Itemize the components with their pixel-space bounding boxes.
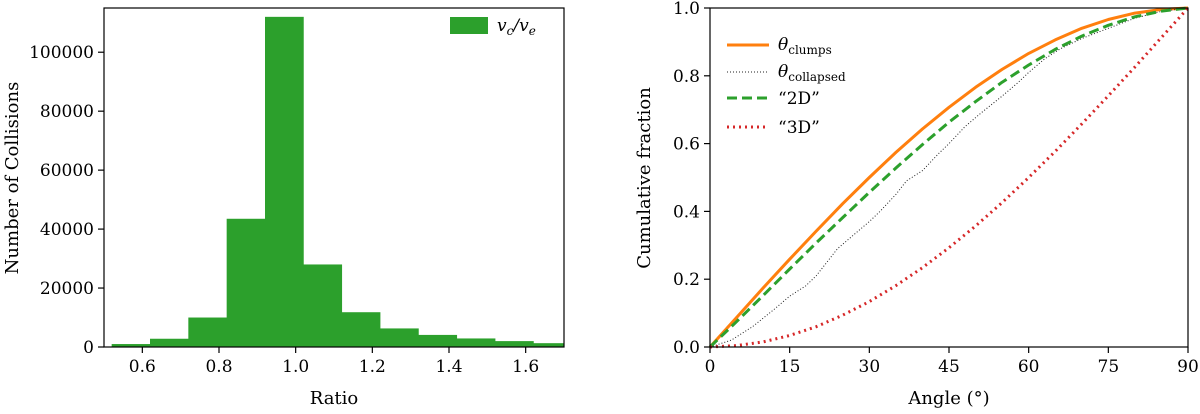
- y-tick-label: 0.0: [673, 338, 700, 358]
- series-line-2: [708, 6, 1189, 349]
- x-tick-label: 30: [859, 357, 881, 377]
- y-tick-label: 0: [83, 338, 94, 358]
- x-tick-label: 1.6: [512, 357, 539, 377]
- series-line-3: [709, 6, 1190, 349]
- histogram-bar: [111, 344, 151, 347]
- x-tick-label: 0.8: [205, 357, 232, 377]
- y-tick-label: 80000: [40, 102, 94, 122]
- histogram-panel: 0.6 0.8 1.0 1.2 1.4 1.6 0 20000 40000 60000 80000…: [2, 7, 565, 409]
- histogram-bar: [456, 338, 496, 347]
- cumulative-y-axis-label: Cumulative fraction: [634, 87, 655, 269]
- x-tick-label: 0: [705, 357, 716, 377]
- histogram-bar: [341, 312, 381, 347]
- cumulative-y-ticks: 0.0 0.2 0.4 0.6 0.8 1.0: [673, 0, 710, 358]
- cumulative-x-axis-label: Angle (°): [907, 388, 989, 409]
- x-tick-label: 1.4: [435, 357, 462, 377]
- legend-label-collapsed: θcollapsed: [778, 62, 846, 84]
- y-tick-label: 60000: [40, 161, 94, 181]
- y-tick-label: 0.2: [673, 270, 700, 290]
- histogram-bar: [188, 317, 228, 347]
- y-tick-label: 20000: [40, 279, 94, 299]
- y-tick-label: 40000: [40, 220, 94, 240]
- series-line-1: [709, 7, 1189, 348]
- histogram-y-axis-label: Number of Collisions: [2, 82, 23, 275]
- x-tick-label: 60: [1018, 357, 1040, 377]
- legend-label-2d: “2D”: [778, 89, 820, 109]
- legend-label-3d: “3D”: [778, 118, 820, 138]
- histogram-bar: [226, 218, 266, 347]
- x-tick-label: 90: [1177, 357, 1199, 377]
- legend-label-clumps: θclumps: [778, 35, 832, 57]
- legend-label-vc-ve: vc/ve: [497, 16, 536, 38]
- x-tick-label: 1.0: [282, 357, 309, 377]
- cumulative-legend: θclumps θcollapsed “2D” “3D”: [727, 35, 846, 138]
- x-tick-label: 0.6: [129, 357, 156, 377]
- histogram-bar: [495, 341, 534, 347]
- y-tick-label: 1.0: [673, 0, 700, 19]
- histogram-bars: [111, 16, 565, 348]
- cumulative-panel: 0 15 30 45 60 75 90 0.0 0.2 0.4 0.6 0.8 1.0 Angle (…: [634, 0, 1199, 409]
- legend-swatch-vc-ve: [450, 17, 488, 34]
- histogram-x-axis-label: Ratio: [310, 388, 359, 409]
- y-tick-label: 0.6: [673, 135, 700, 155]
- histogram-bar: [533, 343, 565, 347]
- histogram-bar: [418, 334, 458, 347]
- y-tick-label: 0.4: [673, 202, 700, 222]
- x-tick-label: 1.2: [359, 357, 386, 377]
- y-tick-label: 0.8: [673, 67, 700, 87]
- cumulative-x-ticks: 0 15 30 45 60 75 90: [705, 347, 1199, 377]
- histogram-x-ticks: 0.6 0.8 1.0 1.2 1.4 1.6: [129, 347, 539, 377]
- cumulative-axes-frame: [709, 7, 1189, 348]
- series-line-0: [708, 6, 1189, 349]
- histogram-bar: [303, 264, 343, 347]
- x-tick-label: 15: [779, 357, 801, 377]
- histogram-y-ticks: 0 20000 40000 60000 80000 100000: [29, 43, 104, 358]
- histogram-bar: [150, 338, 189, 347]
- histogram-axes-frame: [103, 7, 565, 348]
- histogram-bar: [380, 328, 419, 347]
- cumulative-lines: [708, 6, 1190, 349]
- x-tick-label: 75: [1098, 357, 1120, 377]
- histogram-bar: [265, 16, 304, 348]
- histogram-legend: vc/ve: [450, 16, 536, 38]
- x-tick-label: 45: [938, 357, 960, 377]
- y-tick-label: 100000: [29, 43, 94, 63]
